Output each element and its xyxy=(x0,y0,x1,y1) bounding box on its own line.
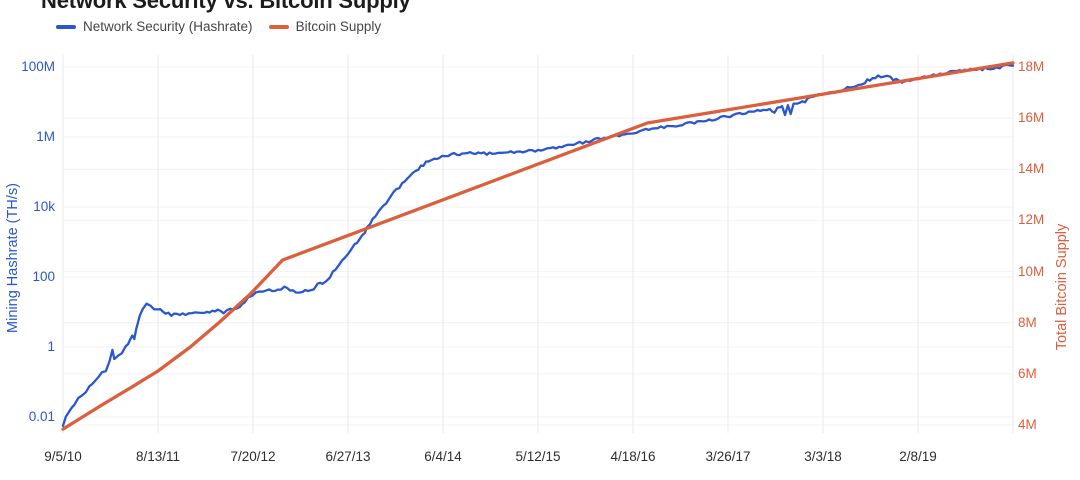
right-axis-tick: 18M xyxy=(1018,59,1045,74)
right-axis-tick: 6M xyxy=(1018,365,1037,381)
x-axis-tick: 8/13/11 xyxy=(135,449,181,464)
legend-label-supply: Bitcoin Supply xyxy=(295,19,382,34)
x-axis-tick: 3/26/17 xyxy=(705,449,751,464)
right-axis-tick: 4M xyxy=(1018,417,1037,432)
legend-item-hashrate[interactable]: Network Security (Hashrate) xyxy=(56,19,253,34)
hashrate-line xyxy=(61,63,1015,428)
right-axis-tick: 10M xyxy=(1018,263,1045,279)
x-axis-tick: 6/27/13 xyxy=(325,449,371,464)
x-axis-tick: 4/18/16 xyxy=(610,449,656,464)
right-axis-tick: 12M xyxy=(1018,212,1045,228)
supply-line-swatch-icon xyxy=(268,24,289,29)
x-axis-tick: 9/5/10 xyxy=(44,449,82,464)
x-axis-tick: 5/12/15 xyxy=(515,449,561,464)
legend: Network Security (Hashrate) Bitcoin Supp… xyxy=(56,19,381,34)
left-axis-tick: 100M xyxy=(21,59,55,74)
x-axis-tick: 6/4/14 xyxy=(424,449,462,464)
x-axis-tick: 2/8/19 xyxy=(899,449,937,464)
left-axis-tick: 0.01 xyxy=(28,409,55,424)
left-axis-title: Mining Hashrate (TH/s) xyxy=(5,183,21,333)
left-axis-tick: 1M xyxy=(36,129,55,144)
legend-label-hashrate: Network Security (Hashrate) xyxy=(83,19,253,34)
left-axis-tick: 10k xyxy=(33,199,55,214)
right-axis-tick: 8M xyxy=(1018,314,1037,330)
x-axis-tick: 7/20/12 xyxy=(230,449,276,464)
left-axis-tick: 100 xyxy=(32,269,55,284)
hashrate-line-swatch-icon xyxy=(56,24,76,29)
right-axis-tick: 16M xyxy=(1018,110,1045,126)
left-axis-tick: 1 xyxy=(47,339,55,354)
right-axis-title: Total Bitcoin Supply xyxy=(1054,223,1070,351)
supply-line xyxy=(61,61,1015,431)
chart-title: Network Security vs. Bitcoin Supply xyxy=(41,0,411,13)
x-axis-tick: 3/3/18 xyxy=(804,449,842,464)
right-axis-tick: 14M xyxy=(1018,161,1045,177)
legend-item-supply[interactable]: Bitcoin Supply xyxy=(268,19,382,34)
